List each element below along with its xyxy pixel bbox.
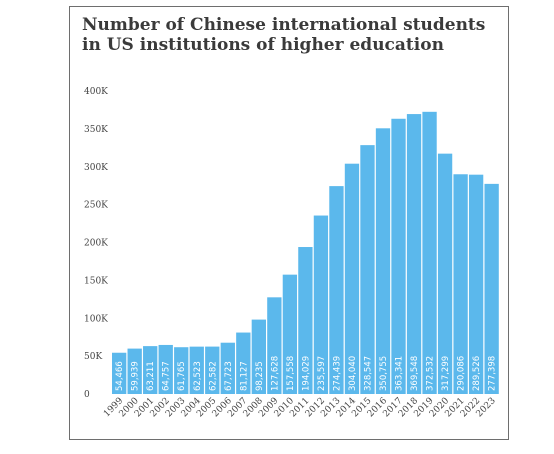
bar (267, 297, 282, 394)
bars: 54,466 59,939 63,211 64,757 61,765 62,523 62,5… (112, 111, 499, 395)
bar (375, 128, 391, 395)
y-tick-label: 50K (84, 352, 102, 362)
bar-value-label: 62,523 (193, 361, 203, 391)
bar-value-label: 63,211 (146, 361, 156, 391)
bar (406, 114, 422, 394)
bar-value-label: 289,526 (472, 356, 482, 391)
bar (329, 186, 344, 394)
bar (174, 347, 189, 394)
bar-value-label: 328,547 (363, 356, 373, 391)
y-tick-label: 0 (84, 390, 90, 400)
bar (437, 153, 453, 394)
bar (484, 183, 499, 394)
y-axis: 0 50K 100K 150K 200K 250K 300K 350K 400K (84, 87, 108, 400)
bar-value-label: 81,127 (239, 361, 249, 391)
bar (422, 111, 437, 394)
y-tick-label: 250K (84, 201, 108, 211)
bar (344, 163, 360, 394)
bar (205, 346, 220, 394)
bar-value-label: 54,466 (115, 361, 125, 391)
bar-value-label: 290,086 (457, 356, 467, 391)
bar (313, 215, 329, 394)
bar-value-label: 64,757 (162, 361, 172, 391)
bar (127, 348, 142, 394)
bar (220, 342, 235, 394)
bar (251, 319, 266, 394)
bar (282, 274, 298, 394)
bar (360, 145, 375, 394)
bar-value-label: 194,029 (301, 356, 311, 391)
bar-value-label: 369,548 (410, 356, 420, 391)
bar (189, 346, 204, 394)
y-tick-label: 350K (84, 125, 108, 135)
bar-value-label: 363,341 (395, 356, 405, 391)
bar-value-label: 304,040 (348, 356, 358, 391)
y-tick-label: 100K (84, 314, 108, 324)
bar-value-label: 277,398 (488, 356, 498, 391)
bar-value-label: 317,299 (441, 356, 451, 391)
bar-value-label: 350,755 (379, 356, 389, 391)
bar-value-label: 372,532 (426, 356, 436, 391)
bar-value-label: 274,439 (332, 356, 342, 391)
bar-value-label: 235,597 (317, 356, 327, 391)
bar (236, 332, 251, 394)
bar-value-label: 61,765 (177, 361, 187, 391)
y-tick-label: 150K (84, 276, 108, 286)
bar-value-label: 62,582 (208, 361, 218, 391)
bar (112, 352, 127, 394)
bar (391, 118, 406, 395)
bar-value-label: 59,939 (131, 361, 141, 391)
bar (143, 346, 158, 394)
bar (468, 174, 484, 394)
bar (158, 344, 173, 394)
chart-title: Number of Chinese international students… (82, 15, 486, 55)
bar (453, 174, 468, 394)
y-tick-label: 200K (84, 239, 108, 249)
bar-value-label: 67,723 (224, 361, 234, 391)
y-tick-label: 400K (84, 87, 108, 97)
bar-value-label: 157,558 (286, 356, 296, 391)
bar-value-label: 127,628 (270, 356, 280, 391)
x-axis: 1999200020012002200320042005200620072008… (102, 396, 498, 419)
y-tick-label: 300K (84, 163, 108, 173)
bar (298, 247, 313, 394)
bar-value-label: 98,235 (255, 361, 265, 391)
chart-card: Number of Chinese international students… (69, 6, 509, 440)
